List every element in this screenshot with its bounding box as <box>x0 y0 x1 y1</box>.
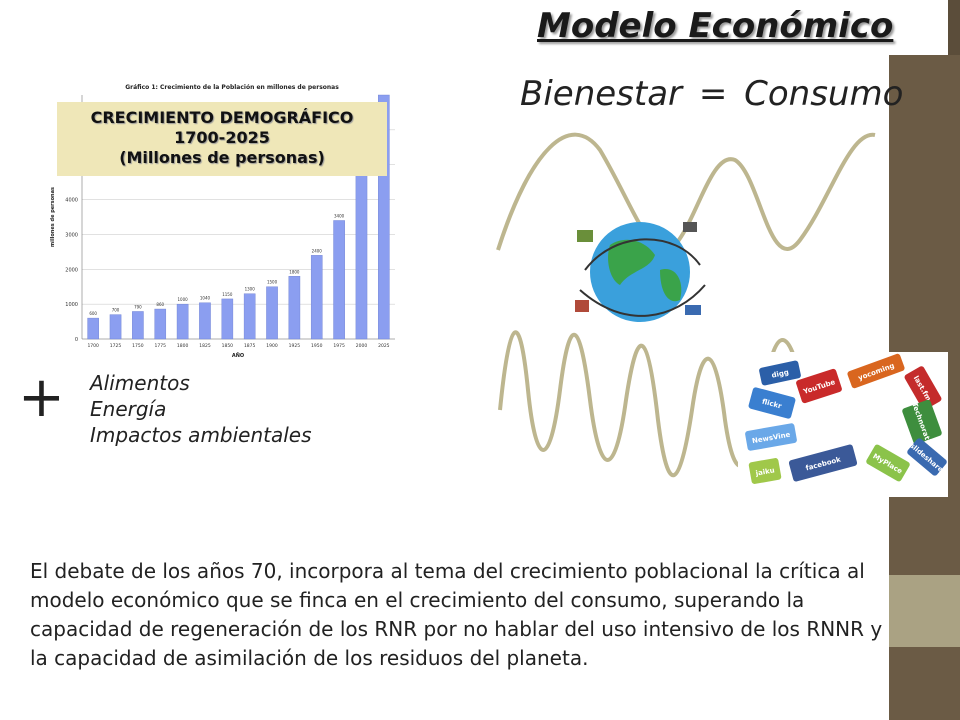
bar-value-label-1875: 1300 <box>245 287 256 292</box>
logo-8: MyPlace <box>866 444 910 482</box>
logo-2: yocoming <box>847 353 905 389</box>
x-tick-label-1975: 1975 <box>333 343 345 349</box>
y-tick-label-4: 4000 <box>65 198 78 204</box>
bar-1750 <box>132 311 144 340</box>
chart-x-ticks: 1700 1725 1750 1775 1800 1825 1850 1875 1900 1925… <box>87 343 389 349</box>
plus-sign: + <box>18 365 65 430</box>
bar-1900 <box>266 286 278 340</box>
x-tick-label-1700: 1700 <box>87 343 99 349</box>
chart-caption-line1: CRECIMIENTO DEMOGRÁFICO <box>90 108 354 127</box>
factor-food: Alimentos <box>90 371 190 395</box>
bar-1975 <box>333 220 345 340</box>
bar-2000 <box>355 147 368 340</box>
chart-caption: CRECIMIENTO DEMOGRÁFICO 1700-2025 (Millo… <box>57 102 387 176</box>
factor-energy: Energía <box>90 397 167 421</box>
bar-1825 <box>199 302 211 340</box>
x-tick-label-2000: 2000 <box>356 343 368 349</box>
logo-label-0: digg <box>771 368 790 379</box>
bar-value-label-1925: 1800 <box>289 269 300 274</box>
logo-tile-9 <box>907 438 947 476</box>
bar-1950 <box>310 255 323 340</box>
factors-list: Alimentos Energía Impactos ambientales <box>90 370 312 448</box>
logo-tile-3 <box>904 366 942 410</box>
bar-value-label-1950: 2400 <box>312 248 323 253</box>
y-tick-label-0: 0 <box>75 337 78 343</box>
x-tick-label-1725: 1725 <box>110 343 122 349</box>
logo-6: NewsVine <box>745 423 797 451</box>
bar-value-label-1900: 1500 <box>267 280 278 285</box>
bar-1850 <box>221 298 234 340</box>
chart-caption-line2: 1700-2025 <box>174 128 270 147</box>
logo-4: flickr <box>748 387 796 419</box>
x-tick-label-1825: 1825 <box>199 343 211 349</box>
logo-7: facebook <box>788 444 858 482</box>
y-tick-label-2: 2000 <box>65 267 78 273</box>
bar-value-label-1825: 1040 <box>200 296 211 301</box>
logo-tile-2 <box>847 353 905 389</box>
chart-title: Gráfico 1: Crecimiento de la Población e… <box>125 84 339 91</box>
upper-wave <box>496 132 876 254</box>
x-tick-label-1925: 1925 <box>289 343 301 349</box>
bar-1800 <box>176 303 189 340</box>
x-tick-label-1950: 1950 <box>311 343 323 349</box>
bar-1925 <box>288 276 301 340</box>
x-tick-label-1850: 1850 <box>222 343 234 349</box>
x-tick-label-1900: 1900 <box>266 343 278 349</box>
social-media-logos: digg YouTube yocoming last.fm flickr Technora… <box>738 352 948 497</box>
bar-value-label-1750: 790 <box>134 304 142 309</box>
logo-0: digg <box>759 360 801 386</box>
x-tick-label-2025: 2025 <box>378 343 390 349</box>
logo-tile-5 <box>902 399 942 445</box>
logo-tile-4 <box>748 387 796 419</box>
bar-1875 <box>243 293 256 340</box>
chart-bars: 600 700 790 860 1000 1040 1150 1300 1500 1800 2400… <box>87 94 390 340</box>
bar-value-label-1700: 600 <box>89 311 97 316</box>
factor-environmental-impacts: Impactos ambientales <box>90 423 312 447</box>
logo-tile-7 <box>788 444 858 482</box>
logo-5: Technorati <box>902 399 942 445</box>
bar-value-label-1725: 700 <box>112 308 120 313</box>
x-tick-label-1800: 1800 <box>177 343 189 349</box>
title-box <box>530 0 948 55</box>
population-chart-svg: Gráfico 1: Crecimiento de la Población e… <box>50 84 395 359</box>
x-tick-label-1775: 1775 <box>155 343 167 349</box>
chart-x-axis-label: AÑO <box>232 352 244 359</box>
page-title: Modelo Económico <box>537 6 894 46</box>
logo-1: YouTube <box>796 368 842 404</box>
logo-tile-0 <box>759 360 801 386</box>
bar-1725 <box>109 314 122 340</box>
bar-value-label-1850: 1150 <box>222 292 233 297</box>
globe-illustration <box>575 222 706 322</box>
chart-caption-line3: (Millones de personas) <box>119 148 325 167</box>
logo-3: last.fm <box>904 366 942 410</box>
bar-value-label-1800: 1000 <box>178 297 189 302</box>
bar-value-label-1975: 3400 <box>334 213 345 218</box>
logo-tile-1 <box>796 368 842 404</box>
y-tick-label-1: 1000 <box>65 302 78 308</box>
body-paragraph: El debate de los años 70, incorpora al t… <box>30 559 883 670</box>
logo-9: slideshare <box>907 438 947 476</box>
logo-tile-6 <box>745 423 797 451</box>
logo-10: jaiku <box>748 458 782 484</box>
x-tick-label-1875: 1875 <box>244 343 256 349</box>
bar-1775 <box>154 308 167 340</box>
side-bar-accent-block <box>889 575 960 647</box>
logo-tile-10 <box>748 458 782 484</box>
chart-y-axis-label: millones de personas <box>50 187 56 247</box>
bar-2025 <box>378 94 390 340</box>
equation: Bienestar = Consumo <box>520 74 904 114</box>
bar-value-label-1775: 860 <box>156 302 164 307</box>
logo-label-10: jaiku <box>754 466 775 477</box>
bar-1700 <box>87 317 99 340</box>
y-tick-label-3: 3000 <box>65 232 78 238</box>
x-tick-label-1750: 1750 <box>132 343 144 349</box>
logo-tile-8 <box>866 444 910 482</box>
